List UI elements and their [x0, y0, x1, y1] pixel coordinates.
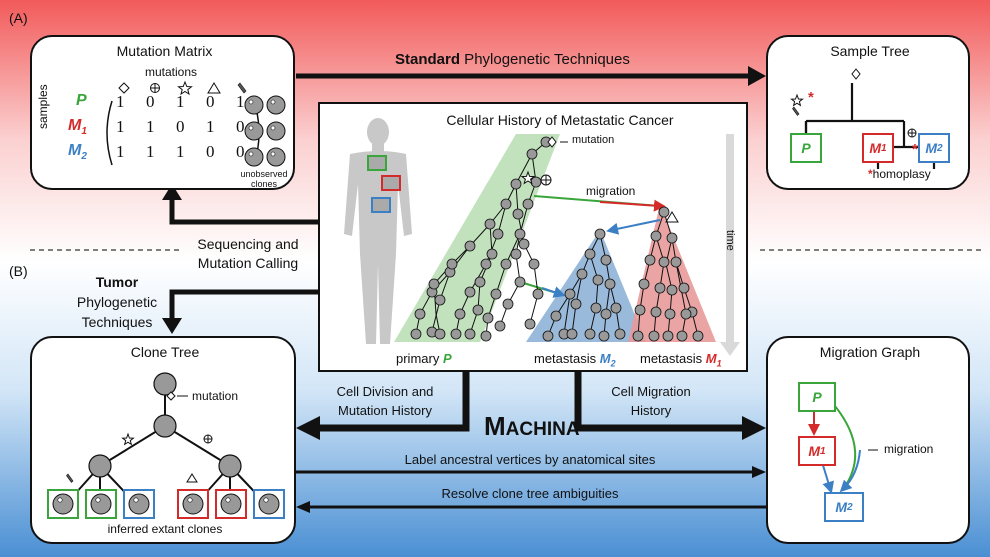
migration-graph-edges — [808, 399, 878, 494]
cell-division-label: Cell Division and Mutation History — [336, 384, 434, 418]
diamond-icon — [118, 82, 130, 94]
machina-left-arrow — [296, 372, 470, 440]
metastasis-m2-label: metastasis M2 — [534, 351, 616, 369]
triangle-icon — [665, 211, 679, 223]
migration-graph-title: Migration Graph — [819, 344, 921, 360]
triangle-icon — [207, 82, 221, 94]
migration-annotation: migration — [586, 184, 636, 198]
mutation-matrix-graphics — [106, 80, 286, 167]
star-icon — [520, 170, 536, 185]
clone-tree-title: Clone Tree — [130, 344, 200, 360]
migration-node-p: P — [798, 382, 836, 412]
sample-leaf-p: P — [790, 133, 822, 163]
human-silhouette — [344, 118, 412, 344]
pencil-icon — [237, 82, 247, 94]
star-icon — [177, 80, 193, 96]
tumor-arrow — [162, 289, 318, 334]
row-label-m1: M1 — [68, 117, 87, 138]
resolve-arrow — [296, 501, 766, 513]
sequencing-arrow — [162, 184, 318, 225]
label-ancestral-text: Label ancestral vertices by anatomical s… — [404, 452, 656, 467]
metastasis-m1-label: metastasis M1 — [640, 351, 722, 369]
machina-label: MACHINA — [484, 411, 580, 441]
circle-plus-icon — [907, 128, 917, 138]
diamond-icon — [166, 391, 176, 401]
clone-tree-graphics — [47, 372, 285, 519]
standard-arrow-label: Standard Phylogenetic Techniques — [395, 51, 630, 68]
circle-plus-icon — [203, 434, 213, 444]
unobserved-clones-label: unobserved clones — [240, 169, 288, 189]
circle-plus-icon — [540, 174, 552, 186]
mutation-matrix-panel: Mutation Matrix mutations samples P M1 M… — [30, 35, 295, 190]
time-label: time — [724, 230, 736, 251]
resolve-text: Resolve clone tree ambiguities — [441, 486, 619, 501]
label-ancestral-arrow — [296, 466, 766, 478]
migration-graph-edge-label: migration — [884, 442, 934, 456]
section-a-label: (A) — [9, 10, 28, 26]
clone-tree-panel: Clone Tree mutation in — [30, 336, 296, 544]
homoplasy-legend: *homoplasy — [868, 167, 931, 181]
clone-tree-mutation-label: mutation — [192, 389, 239, 403]
row-label-p: P — [76, 92, 87, 109]
pencil-icon — [66, 473, 74, 483]
pencil-icon — [792, 106, 800, 116]
machina-right-arrow — [574, 372, 766, 440]
homoplasy-mark-2: * — [912, 141, 918, 158]
star-icon — [790, 93, 804, 107]
diamond-icon — [851, 68, 861, 80]
section-b-label: (B) — [9, 263, 28, 279]
homoplasy-mark-1: * — [808, 89, 814, 106]
diamond-icon — [547, 136, 557, 148]
mutations-label: mutations — [144, 65, 198, 79]
primary-label: primary P — [396, 351, 452, 366]
cellular-history-title: Cellular History of Metastatic Cancer — [446, 112, 674, 128]
cellular-history-graphics — [344, 118, 740, 356]
sample-tree-title: Sample Tree — [830, 43, 910, 59]
triangle-icon — [186, 473, 198, 483]
mutation-annotation: mutation — [572, 134, 615, 146]
star-icon — [121, 432, 135, 446]
tumor-phylo-label: Tumor Phylogenetic Techniques — [76, 274, 158, 330]
inferred-extant-label: inferred extant clones — [107, 522, 223, 536]
cell-migration-label: Cell Migration History — [611, 384, 691, 418]
row-label-m2: M2 — [68, 142, 87, 163]
mutation-matrix-title: Mutation Matrix — [116, 43, 213, 59]
sequencing-label: Sequencing and Mutation Calling — [197, 236, 299, 271]
cellular-history-panel: Cellular History of Metastatic Cancer — [318, 102, 748, 372]
circle-plus-icon — [150, 83, 160, 93]
standard-arrow — [296, 66, 766, 86]
